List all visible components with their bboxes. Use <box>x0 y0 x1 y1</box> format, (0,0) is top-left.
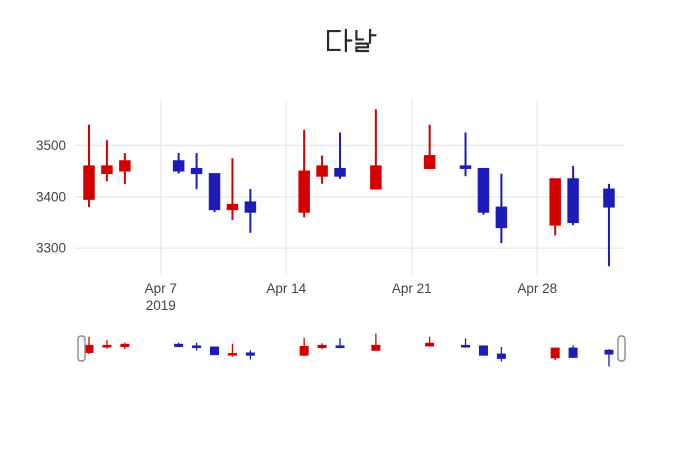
rangeslider-candle <box>371 333 381 351</box>
rangeslider-candle <box>317 343 327 350</box>
candle-body <box>371 344 381 351</box>
candle-body <box>568 347 578 358</box>
candle-body <box>83 165 95 200</box>
candle-body <box>299 345 309 356</box>
candle-body <box>102 344 112 348</box>
candle[interactable] <box>101 140 113 182</box>
rangeslider-candle <box>425 336 435 347</box>
rangeslider-track[interactable] <box>75 328 625 372</box>
rangeslider-right-handle[interactable] <box>617 335 626 362</box>
rangeslider-candle <box>102 339 112 349</box>
x-tick-label: Apr 21 <box>392 281 432 296</box>
candle[interactable] <box>83 124 95 208</box>
main-plot[interactable] <box>83 109 615 267</box>
candle-body <box>549 178 561 226</box>
rangeslider-candle <box>299 337 309 357</box>
candle-body <box>603 188 615 208</box>
rangeslider-left-handle[interactable] <box>77 335 86 362</box>
candle[interactable] <box>226 158 239 220</box>
candle[interactable] <box>370 109 382 190</box>
candle-body <box>174 343 184 347</box>
candle-body <box>423 155 436 169</box>
candle-body <box>478 345 488 356</box>
candle[interactable] <box>208 173 221 213</box>
rangeslider-candle <box>335 338 345 349</box>
candle-body <box>317 344 327 349</box>
x-tick-label: Apr 28 <box>517 281 557 296</box>
candle[interactable] <box>549 178 561 236</box>
y-tick-label: 3400 <box>36 189 66 204</box>
rangeslider-candle <box>568 345 578 358</box>
rangeslider-candle <box>227 343 237 357</box>
candle-body <box>459 165 472 169</box>
candle[interactable] <box>119 153 131 184</box>
candle-body <box>495 206 508 229</box>
x-tick-label: Apr 14 <box>266 281 306 296</box>
rangeslider-candle <box>174 342 184 348</box>
candle[interactable] <box>334 132 346 179</box>
candle[interactable] <box>298 129 310 218</box>
rangeslider-candle <box>245 350 255 360</box>
rangeslider-candle <box>550 347 560 361</box>
title-stroke <box>326 29 341 52</box>
y-tick-label: 3300 <box>36 241 66 256</box>
candle-body <box>604 349 614 355</box>
candle-body <box>226 203 239 211</box>
candle[interactable] <box>603 183 615 267</box>
candle-body <box>190 167 203 175</box>
candle[interactable] <box>172 153 185 174</box>
candle-body <box>461 344 471 348</box>
candle-body <box>84 344 94 353</box>
candle-body <box>425 342 435 347</box>
candle-body <box>477 167 490 213</box>
candle-body <box>316 165 328 177</box>
rangeslider-candle <box>210 346 220 356</box>
gridlines <box>75 100 625 275</box>
x-tick-label: Apr 7 <box>145 281 177 296</box>
x-tick-year-label: 2019 <box>146 298 176 313</box>
title-stroke <box>355 29 364 41</box>
candle[interactable] <box>316 155 328 184</box>
rangeslider-candle <box>604 349 614 367</box>
candle-body <box>550 347 560 359</box>
rangeslider[interactable] <box>75 328 626 372</box>
rangeslider-candle <box>496 347 506 362</box>
candle-body <box>227 353 237 356</box>
candle-body <box>192 345 202 349</box>
candle-body <box>334 167 346 177</box>
candle-body <box>244 201 257 213</box>
rangeslider-candle <box>192 342 202 351</box>
candle-body <box>208 173 221 211</box>
candle-body <box>172 160 185 172</box>
candle[interactable] <box>495 173 508 244</box>
candle-body <box>298 170 310 213</box>
candle-body <box>120 343 130 347</box>
candle[interactable] <box>477 167 490 215</box>
candle-body <box>370 165 382 190</box>
x-axis-labels: Apr 7 2019 Apr 14 Apr 21 Apr 28 <box>145 281 558 313</box>
candle-body <box>210 346 220 356</box>
candle[interactable] <box>423 124 436 169</box>
candle-body <box>119 160 131 172</box>
y-axis-labels: 3500 3400 3300 <box>36 138 66 256</box>
candle-body <box>335 345 345 349</box>
rangeslider-candle <box>478 345 488 356</box>
chart-title-glyph <box>326 28 377 53</box>
candle-body <box>567 178 579 223</box>
candle-body <box>496 353 506 359</box>
candle[interactable] <box>567 165 579 226</box>
candle-body <box>245 352 255 356</box>
candle[interactable] <box>190 153 203 190</box>
rangeslider-candle <box>461 338 471 348</box>
title-stroke <box>355 42 370 53</box>
candle-body <box>101 165 113 175</box>
y-tick-label: 3500 <box>36 138 66 153</box>
candle[interactable] <box>459 132 472 177</box>
rangeslider-candle <box>120 342 130 350</box>
candle[interactable] <box>244 189 257 233</box>
